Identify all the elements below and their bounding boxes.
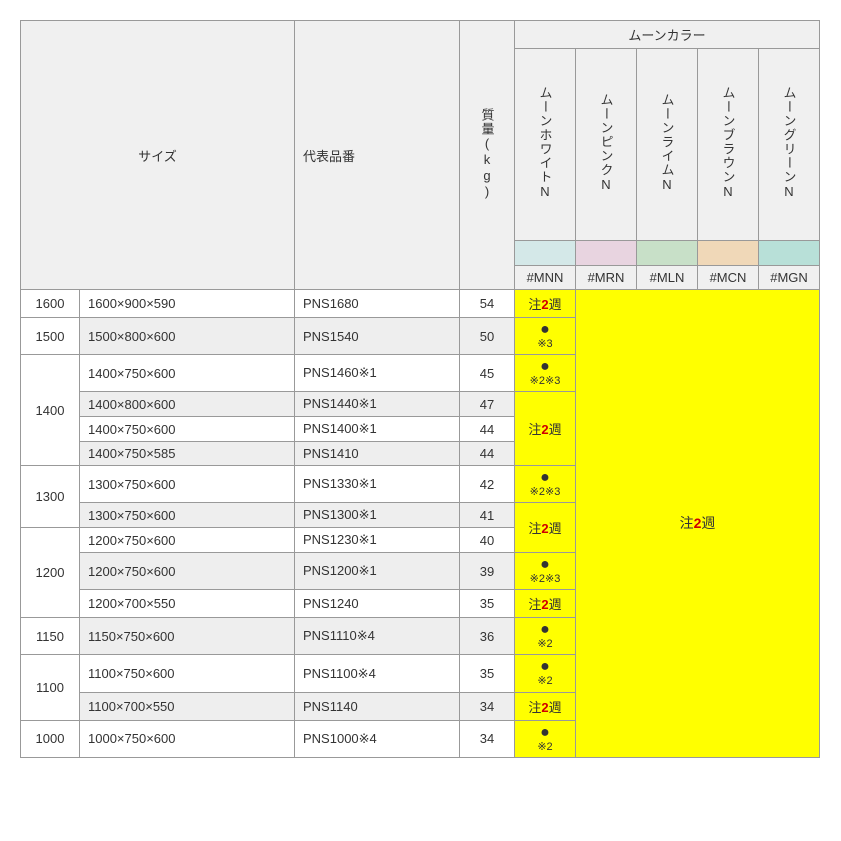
mnn-cell: 注2週 bbox=[515, 692, 576, 720]
part-number: PNS1400※1 bbox=[295, 417, 460, 442]
part-number: PNS1540 bbox=[295, 318, 460, 355]
size-group: 1600 bbox=[21, 290, 80, 318]
weight: 41 bbox=[460, 503, 515, 528]
dimension: 1200×750×600 bbox=[80, 553, 295, 590]
mnn-cell: ●※2※3 bbox=[515, 553, 576, 590]
part-number: PNS1100※4 bbox=[295, 655, 460, 692]
product-spec-table: サイズ 代表品番 質量(kg) ムーンカラー ムーンホワイトN ムーンピンクN … bbox=[20, 20, 820, 758]
part-number: PNS1460※1 bbox=[295, 355, 460, 392]
mnn-cell: 注2週 bbox=[515, 290, 576, 318]
size-group: 1000 bbox=[21, 720, 80, 757]
part-number: PNS1110※4 bbox=[295, 618, 460, 655]
size-group: 1100 bbox=[21, 655, 80, 720]
weight: 40 bbox=[460, 528, 515, 553]
weight: 44 bbox=[460, 442, 515, 466]
mnn-cell: ●※2※3 bbox=[515, 466, 576, 503]
color-name-4: ムーングリーンN bbox=[759, 49, 820, 241]
mnn-cell: ●※2 bbox=[515, 618, 576, 655]
weight: 42 bbox=[460, 466, 515, 503]
swatch-1 bbox=[576, 241, 637, 266]
color-name-2: ムーンライムN bbox=[637, 49, 698, 241]
dimension: 1000×750×600 bbox=[80, 720, 295, 757]
header-size: サイズ bbox=[21, 21, 295, 290]
dimension: 1400×750×585 bbox=[80, 442, 295, 466]
dimension: 1100×700×550 bbox=[80, 692, 295, 720]
size-group: 1500 bbox=[21, 318, 80, 355]
weight: 39 bbox=[460, 553, 515, 590]
header-weight: 質量(kg) bbox=[460, 21, 515, 290]
mnn-cell: ●※2※3 bbox=[515, 355, 576, 392]
mnn-cell: ●※2 bbox=[515, 655, 576, 692]
size-group: 1150 bbox=[21, 618, 80, 655]
other-colors-note: 注2週 bbox=[576, 290, 820, 758]
dimension: 1600×900×590 bbox=[80, 290, 295, 318]
header-moon-color: ムーンカラー bbox=[515, 21, 820, 49]
dimension: 1200×700×550 bbox=[80, 590, 295, 618]
dimension: 1400×750×600 bbox=[80, 355, 295, 392]
weight: 50 bbox=[460, 318, 515, 355]
mnn-cell: 注2週 bbox=[515, 392, 576, 466]
weight: 54 bbox=[460, 290, 515, 318]
color-code-2: #MLN bbox=[637, 266, 698, 290]
color-code-3: #MCN bbox=[698, 266, 759, 290]
swatch-4 bbox=[759, 241, 820, 266]
size-group: 1400 bbox=[21, 355, 80, 466]
color-name-0: ムーンホワイトN bbox=[515, 49, 576, 241]
color-name-1: ムーンピンクN bbox=[576, 49, 637, 241]
swatch-0 bbox=[515, 241, 576, 266]
color-code-4: #MGN bbox=[759, 266, 820, 290]
weight: 44 bbox=[460, 417, 515, 442]
size-group: 1200 bbox=[21, 528, 80, 618]
dimension: 1400×800×600 bbox=[80, 392, 295, 417]
color-code-1: #MRN bbox=[576, 266, 637, 290]
weight: 35 bbox=[460, 590, 515, 618]
part-number: PNS1440※1 bbox=[295, 392, 460, 417]
weight: 36 bbox=[460, 618, 515, 655]
part-number: PNS1330※1 bbox=[295, 466, 460, 503]
mnn-cell: 注2週 bbox=[515, 503, 576, 553]
part-number: PNS1300※1 bbox=[295, 503, 460, 528]
part-number: PNS1000※4 bbox=[295, 720, 460, 757]
part-number: PNS1140 bbox=[295, 692, 460, 720]
color-name-3: ムーンブラウンN bbox=[698, 49, 759, 241]
dimension: 1100×750×600 bbox=[80, 655, 295, 692]
size-group: 1300 bbox=[21, 466, 80, 528]
mnn-cell: ●※2 bbox=[515, 720, 576, 757]
color-code-0: #MNN bbox=[515, 266, 576, 290]
weight: 34 bbox=[460, 692, 515, 720]
dimension: 1200×750×600 bbox=[80, 528, 295, 553]
weight: 35 bbox=[460, 655, 515, 692]
part-number: PNS1200※1 bbox=[295, 553, 460, 590]
weight: 47 bbox=[460, 392, 515, 417]
table-row: 16001600×900×590PNS168054注2週注2週 bbox=[21, 290, 820, 318]
mnn-cell: ●※3 bbox=[515, 318, 576, 355]
part-number: PNS1230※1 bbox=[295, 528, 460, 553]
header-part: 代表品番 bbox=[295, 21, 460, 290]
part-number: PNS1680 bbox=[295, 290, 460, 318]
dimension: 1150×750×600 bbox=[80, 618, 295, 655]
dimension: 1300×750×600 bbox=[80, 466, 295, 503]
swatch-2 bbox=[637, 241, 698, 266]
dimension: 1500×800×600 bbox=[80, 318, 295, 355]
weight: 34 bbox=[460, 720, 515, 757]
mnn-cell: 注2週 bbox=[515, 590, 576, 618]
dimension: 1400×750×600 bbox=[80, 417, 295, 442]
swatch-3 bbox=[698, 241, 759, 266]
part-number: PNS1240 bbox=[295, 590, 460, 618]
dimension: 1300×750×600 bbox=[80, 503, 295, 528]
weight: 45 bbox=[460, 355, 515, 392]
part-number: PNS1410 bbox=[295, 442, 460, 466]
